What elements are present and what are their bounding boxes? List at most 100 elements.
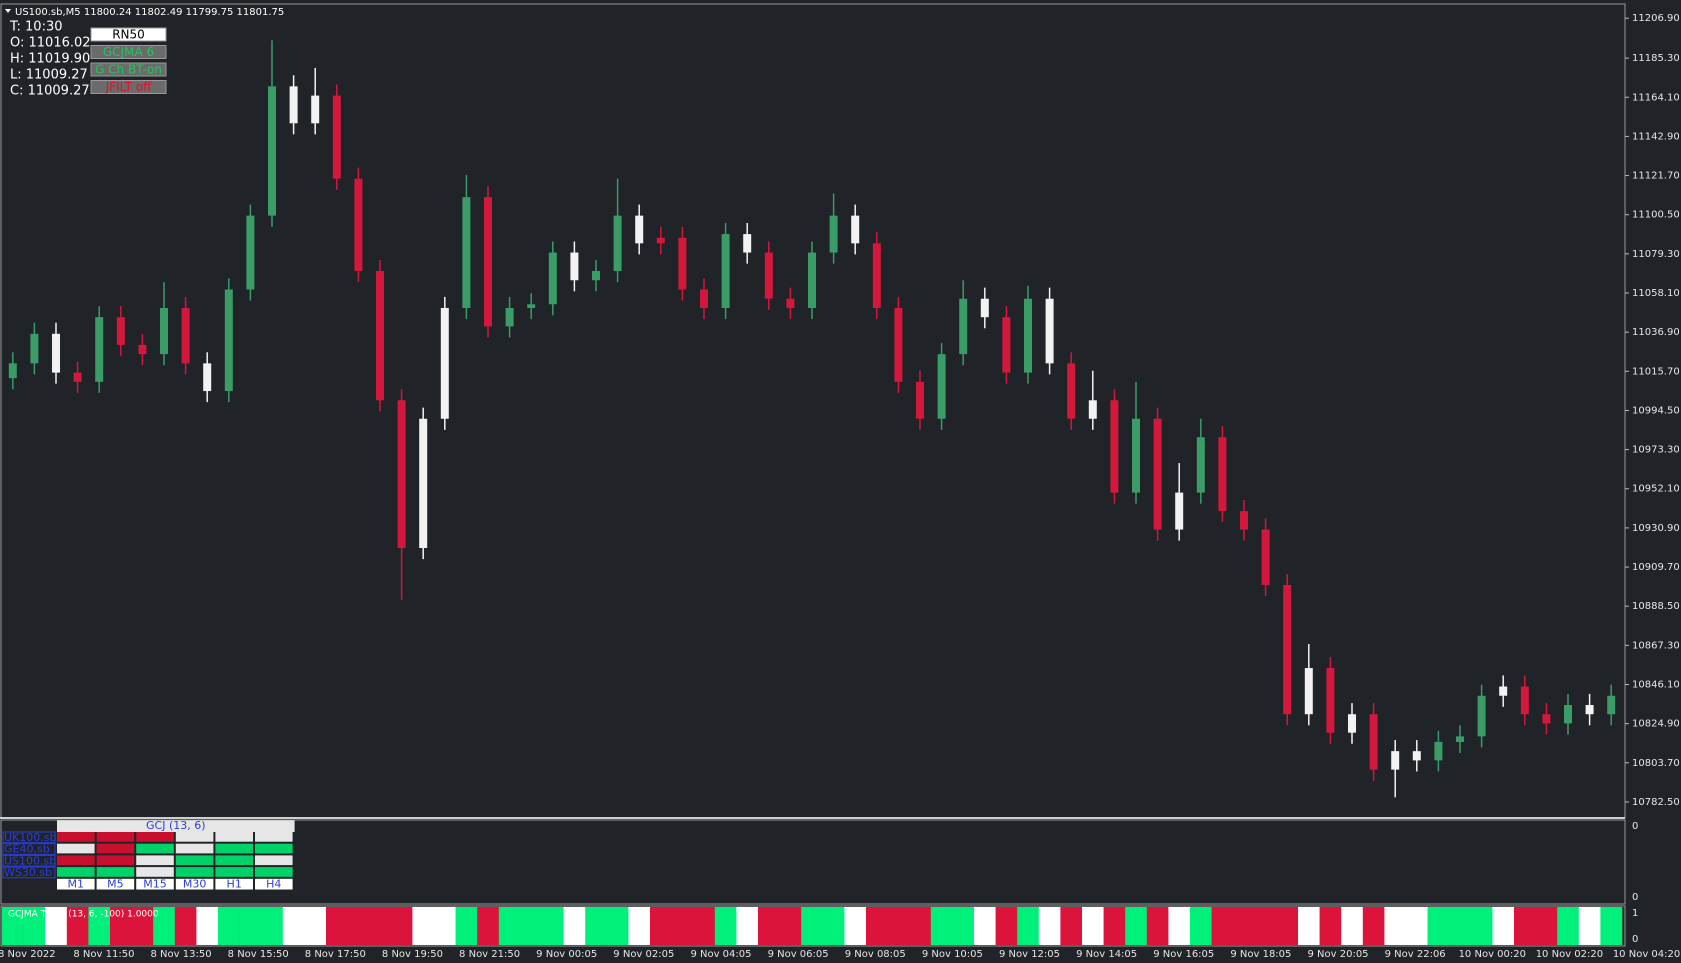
x-tick-label: 9 Nov 02:05 — [613, 949, 674, 960]
panel-axis-label: 0 — [1632, 892, 1638, 903]
timeframe-cell[interactable] — [136, 878, 174, 890]
candle-body — [592, 271, 600, 281]
symbol-cell[interactable] — [2, 866, 56, 879]
button[interactable] — [90, 45, 167, 59]
y-tick-label: 11185.30 — [1632, 53, 1680, 64]
candle-body — [1434, 741, 1443, 761]
x-tick-label: 9 Nov 20:05 — [1307, 949, 1368, 960]
candle-body — [30, 333, 39, 364]
timeframe-label[interactable]: M5 — [107, 878, 124, 891]
candle-body — [1564, 704, 1572, 724]
button-label[interactable]: RN50 — [112, 28, 145, 42]
x-tick-label: 10 Nov 02:20 — [1536, 949, 1603, 960]
candle-body — [246, 215, 255, 290]
candle-body — [1369, 714, 1378, 770]
trend-bar — [1600, 907, 1623, 945]
trend-bar — [1211, 907, 1234, 945]
trend-bar — [563, 907, 586, 945]
status-cell — [255, 855, 293, 866]
trend-bar — [1427, 907, 1450, 945]
y-tick-label: 11036.90 — [1632, 327, 1680, 338]
candle-body — [419, 418, 428, 549]
trend-bar — [239, 907, 262, 945]
trend-bar — [736, 907, 759, 945]
histogram-tick-label: 0 — [1632, 934, 1638, 945]
candle-body — [224, 289, 233, 392]
x-tick-label: 8 Nov 19:50 — [382, 949, 443, 960]
timeframe-cell[interactable] — [57, 878, 95, 890]
timeframe-label[interactable]: M1 — [68, 878, 85, 891]
x-tick-label: 8 Nov 2022 — [0, 949, 56, 960]
button-label[interactable]: JFILT off — [105, 80, 153, 94]
timeframe-label[interactable]: H4 — [266, 878, 281, 891]
y-tick-label: 10888.50 — [1632, 601, 1680, 612]
candle-body — [743, 234, 752, 253]
y-tick-label: 11058.10 — [1632, 288, 1680, 299]
button[interactable] — [90, 27, 167, 42]
symbol-cell[interactable] — [2, 854, 56, 867]
candle-body — [937, 354, 946, 419]
trend-bar — [347, 907, 370, 945]
trend-bar — [606, 907, 629, 945]
histogram-frame — [0, 905, 1626, 947]
symbol-cell[interactable] — [2, 831, 56, 844]
button[interactable] — [90, 62, 167, 77]
candle-body — [1412, 751, 1421, 761]
ohlc-info: L: 11009.27 — [10, 68, 88, 83]
button-label[interactable]: GCJMA 6 — [103, 45, 154, 59]
status-cell — [136, 832, 174, 842]
timeframe-label[interactable]: M30 — [183, 878, 207, 891]
candle-body — [116, 317, 125, 345]
x-tick-label: 9 Nov 16:05 — [1153, 949, 1214, 960]
candle-body — [1607, 695, 1616, 715]
timeframe-label[interactable]: H1 — [227, 878, 242, 891]
timeframe-label[interactable]: M15 — [143, 878, 167, 891]
symbol-label[interactable]: WS30.sb — [4, 866, 52, 879]
trend-bar — [844, 907, 867, 945]
button-label[interactable]: G Ch BT-on — [95, 63, 162, 77]
y-tick-label: 10909.70 — [1632, 562, 1680, 573]
button[interactable] — [90, 80, 167, 94]
trend-bar — [585, 907, 608, 945]
candle-body — [1240, 511, 1248, 530]
candle-body — [268, 86, 276, 216]
symbol-cell[interactable] — [2, 843, 56, 855]
timeframe-cell[interactable] — [255, 878, 293, 890]
candle-body — [980, 298, 989, 318]
trend-bar — [866, 907, 888, 945]
trend-bar — [822, 907, 845, 945]
symbol-label[interactable]: US100.sb — [4, 854, 56, 867]
trend-bar — [1470, 907, 1493, 945]
trend-bar — [952, 907, 975, 945]
y-tick-label: 11164.10 — [1632, 92, 1680, 103]
candle-body — [1304, 668, 1313, 715]
candle-body — [354, 178, 363, 272]
candle-body — [397, 400, 406, 549]
candle-body — [1132, 418, 1140, 493]
candle-body — [1283, 584, 1292, 715]
trend-bar — [758, 907, 780, 945]
candle-body — [829, 215, 838, 253]
trend-bar — [110, 907, 132, 945]
y-tick-label: 10952.10 — [1632, 484, 1680, 495]
y-tick-label: 11142.90 — [1632, 131, 1680, 142]
trend-bar — [1168, 907, 1191, 945]
status-cell — [96, 843, 135, 854]
candle-body — [181, 307, 190, 364]
candle-body — [462, 197, 471, 308]
candle-body — [376, 271, 384, 401]
candle-body — [1348, 714, 1356, 733]
menu-arrow[interactable] — [5, 9, 11, 13]
symbol-label[interactable]: UK100.sb — [4, 831, 56, 844]
x-tick-label: 8 Nov 15:50 — [228, 949, 289, 960]
status-cell — [175, 832, 214, 842]
timeframe-cell[interactable] — [175, 878, 214, 890]
timeframe-cell[interactable] — [215, 878, 253, 890]
y-tick-label: 10867.30 — [1632, 640, 1680, 651]
trend-bar — [326, 907, 348, 945]
symbol-label[interactable]: GE40.sb — [4, 843, 50, 856]
status-cell — [96, 867, 135, 877]
candle-body — [52, 333, 60, 373]
candle-body — [8, 363, 17, 379]
timeframe-cell[interactable] — [96, 878, 135, 890]
